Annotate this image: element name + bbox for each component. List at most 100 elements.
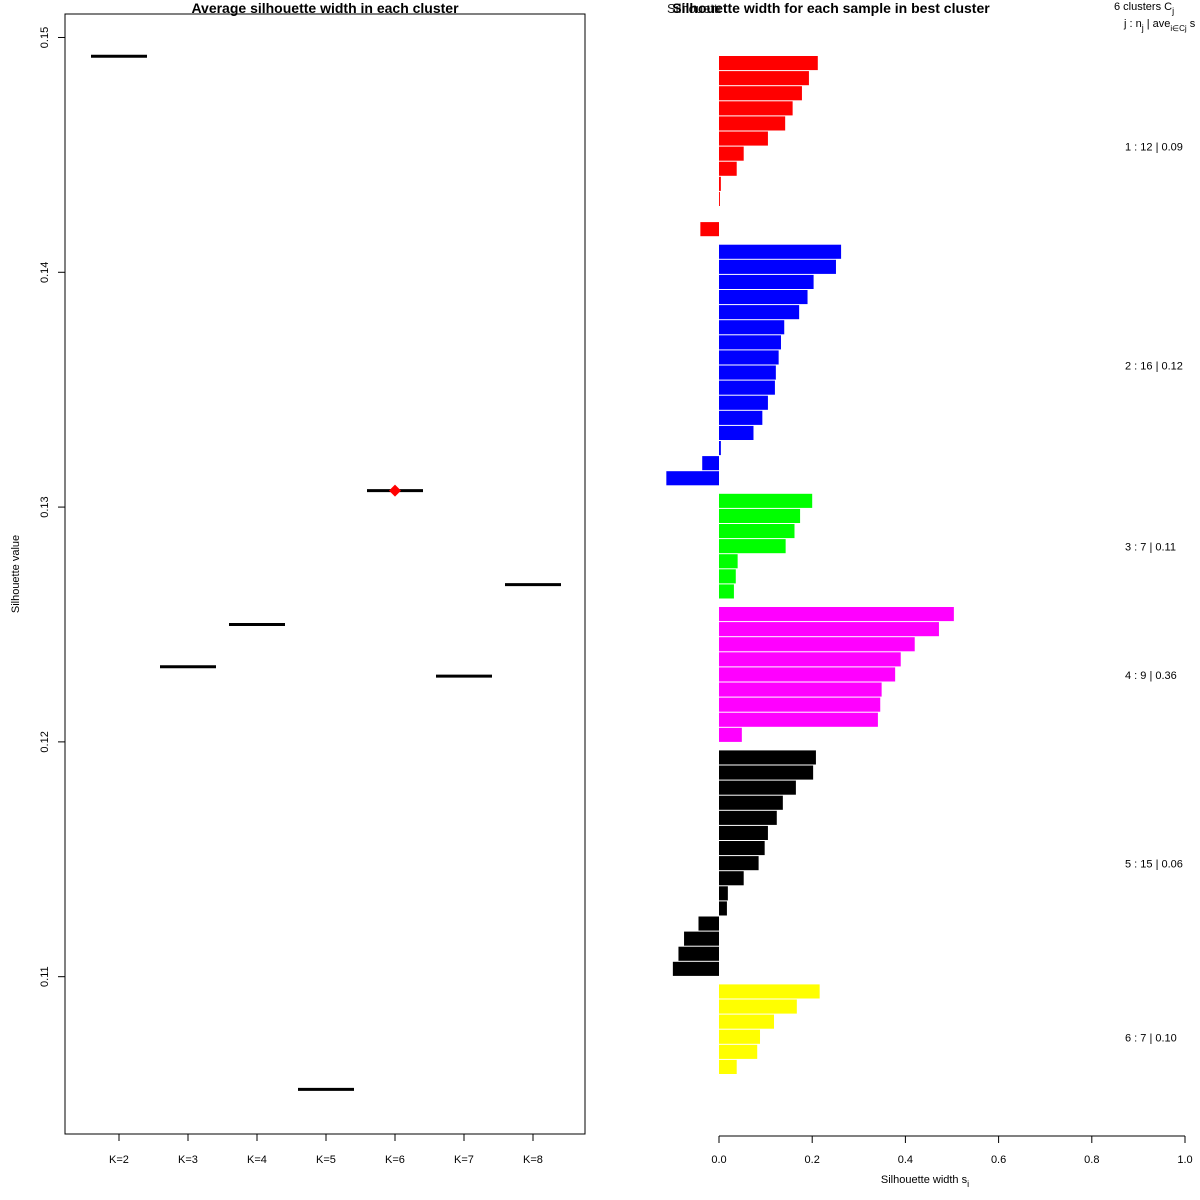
left-marks <box>91 54 561 1091</box>
silhouette-bar <box>678 946 719 961</box>
best-k-marker <box>389 484 401 497</box>
right-x-axis-label: Silhouette width si <box>881 1174 969 1189</box>
silhouette-bar <box>719 425 754 440</box>
silhouette-bar <box>702 456 719 471</box>
cluster-label: 3 : 7 | 0.11 <box>1125 542 1176 554</box>
silhouette-bar <box>719 290 808 305</box>
silhouette-bar <box>719 350 779 365</box>
silhouette-bar <box>719 305 800 320</box>
silhouette-bar <box>719 765 814 780</box>
silhouette-bar <box>719 176 721 191</box>
cluster-label: 1 : 12 | 0.09 <box>1125 142 1183 154</box>
right-bars <box>666 56 954 1074</box>
silhouette-bar <box>719 1029 761 1044</box>
silhouette-bar <box>719 146 744 161</box>
silhouette-bar <box>719 161 737 176</box>
silhouette-bar <box>719 191 720 206</box>
left-y-tick-label: 0.13 <box>39 496 51 517</box>
silhouette-bar <box>719 999 797 1014</box>
left-y-axis: 0.11 0.12 0.13 0.14 0.15 <box>39 27 65 987</box>
left-x-axis: K=2 K=3 K=4 K=5 K=6 K=7 K=8 <box>109 1134 543 1166</box>
right-x-tick-label: 0.4 <box>898 1154 913 1166</box>
silhouette-bar <box>719 441 721 456</box>
cluster-label: 2 : 16 | 0.12 <box>1125 361 1183 373</box>
left-plot-frame <box>64 13 586 1135</box>
cluster-label: 5 : 15 | 0.06 <box>1125 859 1183 871</box>
cluster-labels: 1 : 12 | 0.09 2 : 16 | 0.12 3 : 7 | 0.11 4 … <box>1125 142 1183 1045</box>
silhouette-bar <box>719 320 785 335</box>
silhouette-bar <box>719 750 816 765</box>
silhouette-bar <box>719 901 727 916</box>
right-x-tick-label: 0.0 <box>711 1154 726 1166</box>
silhouette-bar <box>719 395 768 410</box>
silhouette-bar <box>719 825 768 840</box>
left-y-tick-label: 0.14 <box>39 262 51 283</box>
silhouette-bar <box>719 554 738 569</box>
right-x-tick-label: 0.6 <box>991 1154 1006 1166</box>
silhouette-bar <box>719 652 901 667</box>
silhouette-bar <box>719 365 776 380</box>
right-x-tick-label: 1.0 <box>1177 1154 1192 1166</box>
silhouette-bar <box>719 780 796 795</box>
silhouette-bar <box>719 335 781 350</box>
right-panel: Silhouette plot of ... Silhouette width … <box>666 0 1196 1189</box>
left-x-tick-label: K=3 <box>178 1154 198 1166</box>
right-x-tick-label: 0.8 <box>1084 1154 1099 1166</box>
silhouette-bar <box>666 471 719 486</box>
silhouette-bar <box>719 244 842 259</box>
left-y-tick-label: 0.11 <box>39 966 51 987</box>
cluster-header: 6 clusters Cj j : nj | avei∈Cj s <box>1114 1 1196 33</box>
left-y-tick-label: 0.12 <box>39 731 51 752</box>
silhouette-bar <box>719 410 763 425</box>
silhouette-bar <box>719 727 742 742</box>
silhouette-bar <box>719 116 786 131</box>
silhouette-bar <box>719 984 820 999</box>
left-x-tick-label: K=8 <box>523 1154 543 1166</box>
left-x-tick-label: K=6 <box>385 1154 405 1166</box>
right-chart-title: Silhouette width for each sample in best… <box>672 0 990 16</box>
cluster-header-line2: j : nj | avei∈Cj s <box>1123 18 1196 33</box>
left-y-axis-label: Silhouette value <box>10 535 22 613</box>
silhouette-bar <box>719 493 813 508</box>
silhouette-bar <box>719 856 759 871</box>
right-x-axis: 0.0 0.2 0.4 0.6 0.8 1.0 <box>711 1135 1193 1166</box>
silhouette-bar <box>719 508 801 523</box>
silhouette-bar <box>719 810 777 825</box>
left-x-tick-label: K=7 <box>454 1154 474 1166</box>
left-chart-title: Average silhouette width in each cluster <box>191 0 459 16</box>
silhouette-bar <box>719 795 783 810</box>
silhouette-bar <box>719 697 881 712</box>
silhouette-bar <box>719 259 836 274</box>
cluster-label: 6 : 7 | 0.10 <box>1125 1032 1177 1044</box>
silhouette-bar <box>719 380 775 395</box>
silhouette-bar <box>719 637 915 652</box>
silhouette-bar <box>672 961 719 976</box>
left-y-tick-label: 0.15 <box>39 27 51 48</box>
silhouette-bar <box>719 584 734 599</box>
silhouette-bar <box>719 682 882 697</box>
silhouette-bar <box>719 1014 774 1029</box>
cluster-header-line1: 6 clusters Cj <box>1114 1 1174 16</box>
silhouette-bar <box>719 56 818 71</box>
left-x-tick-label: K=2 <box>109 1154 129 1166</box>
silhouette-bar <box>719 607 954 622</box>
silhouette-bar <box>719 86 802 101</box>
silhouette-bar <box>719 71 809 86</box>
silhouette-bar <box>700 222 719 237</box>
silhouette-bar <box>719 539 786 554</box>
left-x-tick-label: K=5 <box>316 1154 336 1166</box>
silhouette-bar <box>698 916 719 931</box>
left-x-tick-label: K=4 <box>247 1154 267 1166</box>
silhouette-bar <box>719 1044 758 1059</box>
silhouette-bar <box>684 931 719 946</box>
silhouette-bar <box>719 524 795 539</box>
silhouette-bar <box>719 622 939 637</box>
left-panel: Average silhouette width in each cluster… <box>10 0 586 1166</box>
silhouette-bar <box>719 871 744 886</box>
silhouette-bar <box>719 1059 737 1074</box>
silhouette-bar <box>719 131 768 146</box>
right-x-tick-label: 0.2 <box>805 1154 820 1166</box>
silhouette-bar <box>719 569 736 584</box>
silhouette-bar <box>719 101 793 116</box>
